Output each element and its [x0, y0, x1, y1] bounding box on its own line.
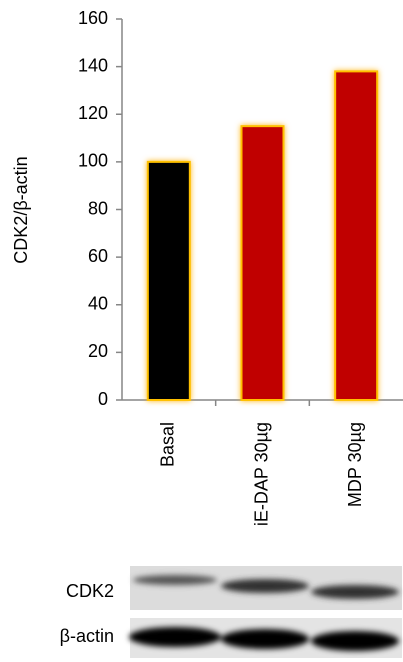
- x-tick-label: Basal: [158, 422, 178, 467]
- x-tick-label: MDP 30µg: [345, 422, 365, 507]
- chart: CDK2/β-actin CDK2 β-actin 0 20 40 60 80 100 12…: [0, 0, 403, 662]
- y-tick-label: 40: [88, 294, 108, 314]
- y-tick-label: 140: [78, 55, 108, 75]
- blot-band: [311, 585, 399, 599]
- y-tick-label: 80: [88, 198, 108, 218]
- blot-band: [221, 629, 309, 649]
- bar: [335, 71, 377, 400]
- bar: [148, 162, 190, 400]
- blot-band: [221, 579, 309, 593]
- x-tick-label: iE-DAP 30µg: [251, 422, 271, 526]
- blot-label: CDK2: [66, 581, 114, 601]
- blot-band: [133, 575, 217, 585]
- y-axis-label: CDK2/β-actin: [11, 156, 31, 263]
- y-tick-label: 20: [88, 341, 108, 361]
- y-tick-label: 60: [88, 246, 108, 266]
- y-tick-label: 160: [78, 8, 108, 28]
- y-tick-label: 100: [78, 151, 108, 171]
- bar: [242, 126, 284, 400]
- blot-label: β-actin: [60, 626, 114, 646]
- blot: [129, 566, 402, 658]
- y-tick-label: 120: [78, 103, 108, 123]
- blot-band: [311, 631, 399, 651]
- blot-band: [129, 627, 221, 647]
- y-tick-label: 0: [98, 389, 108, 409]
